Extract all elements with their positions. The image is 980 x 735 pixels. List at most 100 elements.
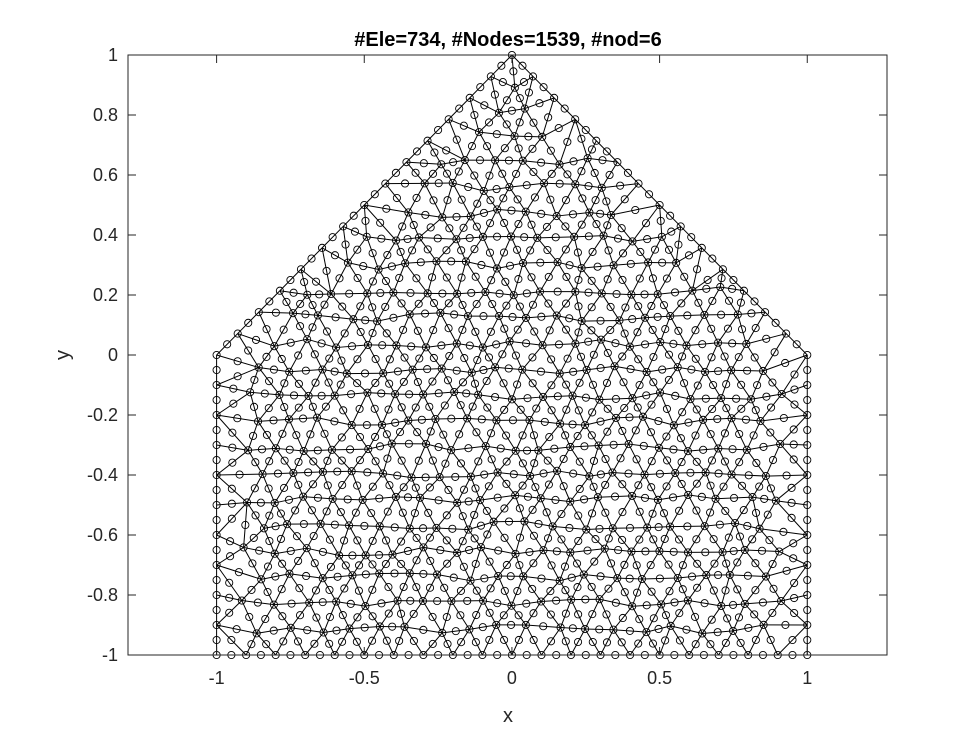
mesh-edge bbox=[557, 236, 575, 263]
mesh-corner-node bbox=[665, 522, 675, 531]
mesh-corner-node bbox=[570, 232, 579, 241]
mesh-midside-node bbox=[610, 492, 620, 501]
mesh-midside-node bbox=[480, 470, 489, 479]
mesh-corner-node bbox=[479, 186, 488, 196]
mesh-midside-node bbox=[335, 274, 344, 283]
mesh-edge bbox=[763, 600, 782, 626]
mesh-edge bbox=[316, 417, 333, 451]
mesh-edge bbox=[538, 450, 558, 472]
mesh-corner-node bbox=[533, 233, 542, 242]
mesh-midside-node bbox=[574, 406, 583, 415]
mesh-edge bbox=[441, 182, 454, 218]
mesh-edge bbox=[349, 628, 365, 656]
mesh-edge bbox=[451, 445, 486, 451]
mesh-midside-node bbox=[523, 446, 532, 455]
mesh-midside-node bbox=[212, 605, 221, 615]
mesh-midside-node bbox=[434, 125, 443, 135]
mesh-midside-node bbox=[336, 508, 345, 517]
mesh-corner-node bbox=[615, 316, 624, 325]
mesh-midside-node bbox=[591, 196, 600, 205]
mesh-midside-node bbox=[573, 583, 582, 592]
mesh-midside-node bbox=[392, 193, 401, 203]
mesh-corner-node bbox=[803, 590, 812, 600]
mesh-midside-node bbox=[459, 121, 468, 130]
mesh-midside-node bbox=[444, 299, 453, 308]
mesh-midside-node bbox=[512, 169, 521, 178]
mesh-midside-node bbox=[472, 300, 481, 309]
mesh-edge bbox=[453, 372, 473, 393]
mesh-edge bbox=[744, 603, 764, 626]
mesh-edge bbox=[320, 523, 340, 556]
mesh-corner-node bbox=[493, 468, 502, 477]
mesh-edge bbox=[450, 418, 468, 451]
mesh-corner-node bbox=[548, 522, 557, 531]
mesh-midside-node bbox=[675, 636, 684, 645]
mesh-edge bbox=[569, 501, 587, 530]
mesh-midside-node bbox=[789, 539, 798, 548]
mesh-midside-node bbox=[457, 273, 466, 282]
mesh-midside-node bbox=[602, 610, 611, 619]
mesh-edge bbox=[485, 420, 497, 447]
mesh-edge bbox=[425, 418, 436, 445]
mesh-corner-node bbox=[627, 290, 636, 299]
mesh-midside-node bbox=[713, 628, 722, 637]
mesh-edge bbox=[686, 314, 705, 346]
mesh-midside-node bbox=[648, 274, 657, 283]
mesh-edge bbox=[515, 450, 531, 477]
mesh-edge bbox=[441, 368, 472, 374]
mesh-midside-node bbox=[458, 537, 467, 546]
mesh-midside-node bbox=[779, 413, 788, 423]
mesh-corner-node bbox=[444, 115, 453, 124]
mesh-edge bbox=[279, 371, 290, 396]
mesh-midside-node bbox=[587, 431, 596, 440]
mesh-midside-node bbox=[323, 456, 332, 465]
mesh-midside-node bbox=[596, 364, 605, 373]
mesh-midside-node bbox=[720, 429, 729, 438]
mesh-corner-node bbox=[378, 469, 388, 478]
mesh-corner-node bbox=[609, 625, 618, 634]
y-tick-label: 0.6 bbox=[93, 165, 118, 185]
mesh-midside-node bbox=[470, 510, 479, 519]
mesh-edge bbox=[642, 416, 660, 449]
mesh bbox=[216, 54, 808, 656]
mesh-edge bbox=[335, 601, 350, 629]
mesh-midside-node bbox=[470, 534, 479, 543]
mesh-edge bbox=[779, 443, 808, 476]
mesh-corner-node bbox=[756, 416, 765, 426]
mesh-edge bbox=[467, 499, 481, 530]
mesh-midside-node bbox=[544, 113, 553, 122]
mesh-corner-node bbox=[673, 363, 682, 372]
mesh-midside-node bbox=[278, 612, 287, 621]
mesh-edge bbox=[366, 269, 380, 294]
mesh-edge bbox=[495, 420, 517, 452]
mesh-midside-node bbox=[660, 534, 669, 543]
mesh-corner-node bbox=[431, 414, 440, 424]
mesh-midside-node bbox=[723, 614, 732, 623]
mesh-edge bbox=[510, 211, 527, 237]
mesh-midside-node bbox=[383, 454, 392, 463]
mesh-corner-node bbox=[379, 369, 388, 378]
mesh-midside-node bbox=[686, 468, 695, 477]
mesh-midside-node bbox=[789, 425, 798, 434]
mesh-midside-node bbox=[649, 378, 658, 387]
mesh-midside-node bbox=[647, 301, 656, 311]
mesh-edge bbox=[365, 554, 393, 556]
mesh-edge bbox=[382, 473, 397, 498]
mesh-corner-node bbox=[492, 264, 501, 273]
mesh-edge bbox=[661, 236, 677, 264]
mesh-edge bbox=[540, 580, 561, 602]
mesh-edge bbox=[424, 163, 442, 184]
mesh-midside-node bbox=[701, 394, 710, 403]
mesh-edge bbox=[515, 521, 525, 555]
mesh-edge bbox=[687, 574, 707, 601]
mesh-midside-node bbox=[603, 348, 612, 357]
mesh-edge bbox=[262, 472, 294, 475]
mesh-edge bbox=[335, 347, 348, 374]
mesh-edge bbox=[750, 370, 764, 400]
mesh-edge bbox=[523, 575, 560, 582]
mesh-midside-node bbox=[514, 144, 523, 153]
mesh-corner-node bbox=[494, 312, 504, 321]
mesh-edge bbox=[306, 523, 322, 549]
mesh-edge bbox=[522, 237, 538, 264]
mesh-edge bbox=[569, 476, 590, 502]
